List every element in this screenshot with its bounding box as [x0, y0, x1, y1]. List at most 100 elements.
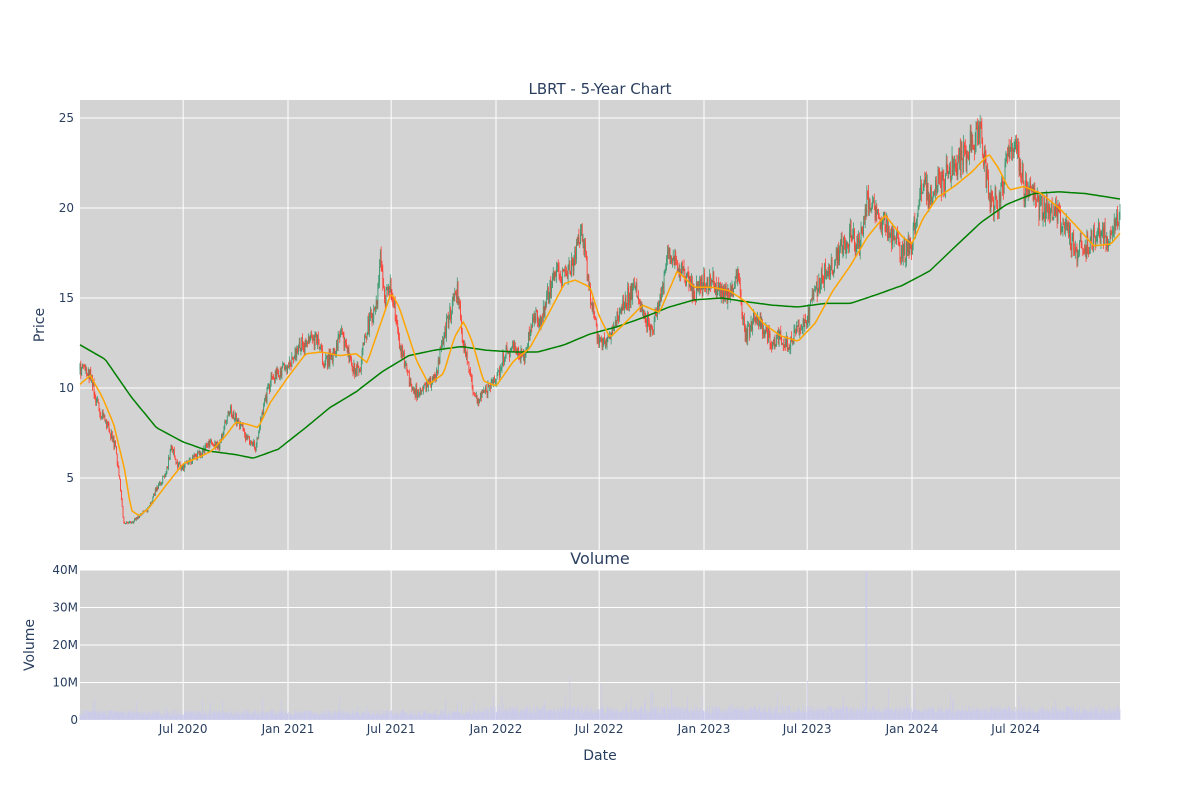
volume-bar: [270, 709, 272, 720]
volume-bar: [1074, 711, 1076, 720]
candle-body: [423, 384, 425, 386]
volume-bar: [1045, 709, 1046, 720]
candle-body: [370, 311, 371, 316]
volume-bar: [572, 709, 574, 720]
volume-bar: [866, 571, 868, 720]
volume-bar: [170, 715, 172, 720]
volume-bar: [148, 714, 150, 720]
volume-bar: [993, 705, 994, 720]
candle-body: [184, 462, 186, 467]
volume-bar: [864, 707, 866, 720]
candle-body: [922, 190, 924, 193]
candle-body: [196, 455, 198, 458]
volume-bar: [908, 703, 910, 720]
candle-body: [470, 370, 471, 376]
volume-bar: [495, 706, 496, 720]
volume-bar: [185, 710, 187, 720]
volume-bar: [1092, 707, 1094, 720]
volume-bar: [1000, 708, 1002, 720]
volume-bar: [649, 711, 651, 720]
candle-body: [1113, 230, 1114, 231]
volume-bar: [617, 711, 619, 720]
volume-bar: [686, 697, 688, 720]
volume-bar: [219, 711, 221, 720]
volume-bar: [127, 712, 129, 720]
volume-bar: [92, 703, 94, 720]
candle-body: [704, 273, 706, 289]
volume-bar: [542, 706, 544, 720]
candle-body: [581, 225, 583, 241]
volume-bar: [409, 712, 411, 720]
candle-body: [806, 322, 807, 325]
volume-bar: [1055, 700, 1056, 720]
candle-body: [232, 412, 234, 419]
candle-body: [666, 257, 667, 265]
candle-body: [581, 225, 582, 230]
volume-bar: [583, 712, 585, 720]
volume-bar: [719, 706, 720, 720]
volume-bar: [862, 701, 864, 720]
candle-body: [565, 270, 567, 274]
candle-body: [109, 429, 111, 434]
candle-body: [572, 262, 574, 271]
candle-body: [427, 381, 428, 388]
candle-body: [1100, 232, 1102, 244]
candle-body: [1009, 150, 1011, 158]
candle-body: [909, 238, 911, 254]
volume-bar: [142, 710, 144, 720]
candle-body: [950, 175, 952, 181]
candle-body: [974, 149, 975, 151]
volume-bar: [774, 711, 776, 720]
candle-body: [918, 205, 920, 209]
candle-body: [864, 208, 866, 224]
candle-body: [150, 503, 152, 505]
candle-body: [394, 302, 396, 320]
volume-bar: [529, 706, 531, 720]
candle-body: [835, 249, 837, 260]
volume-bar: [740, 710, 742, 720]
volume-bar: [795, 711, 797, 720]
candle-body: [101, 412, 103, 417]
candle-body: [845, 245, 847, 254]
candle-body: [387, 286, 389, 291]
volume-bar: [744, 710, 745, 720]
volume-bar: [968, 705, 969, 720]
volume-bar: [269, 712, 271, 720]
volume-bar: [840, 708, 841, 720]
volume-bar: [509, 712, 511, 720]
volume-bar: [589, 709, 590, 720]
candle-body: [108, 423, 110, 430]
candle-body: [677, 268, 679, 273]
volume-bar: [256, 713, 258, 720]
volume-bar: [406, 714, 408, 720]
volume-bar: [244, 713, 245, 720]
volume-bar: [750, 708, 752, 720]
volume-bar: [288, 714, 290, 720]
volume-bar: [780, 705, 782, 720]
candle-body: [403, 352, 405, 368]
candle-body: [561, 278, 562, 286]
candle-body: [190, 459, 192, 464]
volume-bar: [1095, 708, 1097, 720]
volume-bar: [629, 707, 631, 720]
candle-body: [662, 286, 663, 294]
candle-body: [1067, 222, 1069, 226]
candle-body: [696, 282, 698, 291]
volume-bar: [680, 709, 681, 720]
volume-bar: [849, 708, 851, 720]
candle-body: [1071, 236, 1073, 251]
volume-bar: [634, 706, 636, 720]
candle-body: [532, 317, 533, 327]
candle-body: [424, 384, 426, 386]
volume-bar: [801, 710, 803, 720]
candle-body: [603, 337, 605, 343]
candle-body: [641, 305, 643, 312]
candle-body: [1102, 227, 1103, 231]
candle-body: [251, 443, 253, 445]
volume-bar: [789, 705, 791, 720]
candle-body: [964, 144, 965, 149]
volume-bar: [241, 712, 242, 720]
candle-body: [835, 259, 836, 266]
candle-body: [850, 222, 852, 238]
